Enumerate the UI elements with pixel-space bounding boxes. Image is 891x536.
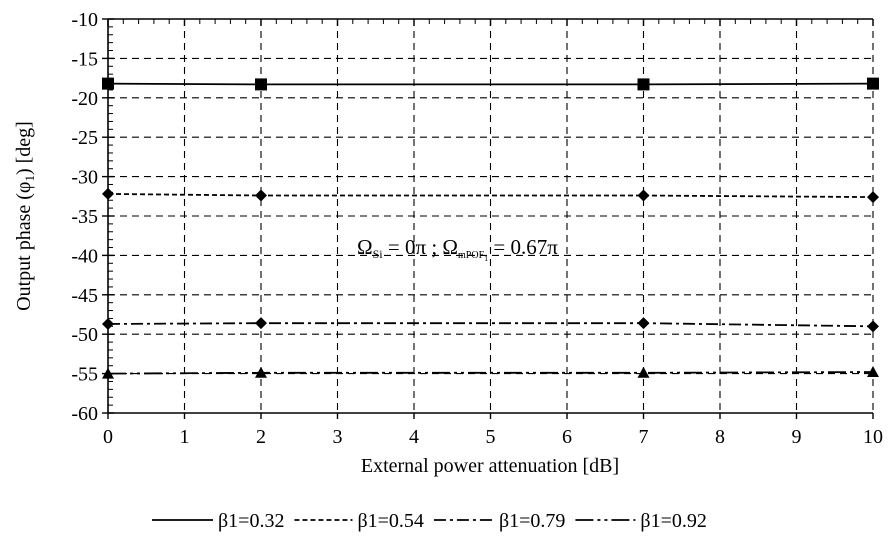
marker-diamond <box>867 320 879 333</box>
marker-triangle <box>255 366 267 378</box>
x-tick-label: 10 <box>863 426 883 448</box>
marker-diamond <box>867 191 879 204</box>
marker-triangle <box>867 366 879 378</box>
y-tick-label: -25 <box>71 127 98 149</box>
marker-triangle <box>637 366 650 378</box>
marker-square <box>255 78 267 91</box>
legend-entry-2: β1=0.54 <box>294 510 424 532</box>
y-tick-label: -50 <box>71 324 98 346</box>
data-series <box>102 77 879 379</box>
x-tick-label: 3 <box>333 426 343 448</box>
legend-label: β1=0.79 <box>499 510 565 532</box>
x-tick-label: 0 <box>103 426 113 448</box>
series-line <box>107 371 874 375</box>
series-1 <box>102 77 879 91</box>
legend-label: β1=0.54 <box>357 510 423 532</box>
series-3 <box>102 317 879 333</box>
y-tick-label: -15 <box>71 48 98 70</box>
x-tick-label: 7 <box>639 426 649 448</box>
marker-diamond <box>637 317 650 330</box>
y-tick-label: -55 <box>71 364 98 386</box>
y-tick-label: -40 <box>71 245 98 267</box>
marker-diamond <box>255 317 267 330</box>
marker-square <box>867 77 879 90</box>
y-tick-label: -20 <box>71 88 98 110</box>
legend-label: β1=0.32 <box>218 510 284 532</box>
series-2 <box>102 187 879 204</box>
legend-entry-3: β1=0.79 <box>433 510 565 532</box>
tick-labels: -60 -55 -50 -45 -40 -35 -30 -25 -20 -15 -10 0 1 2 3 4 5 6… <box>71 9 883 448</box>
y-tick-label: -10 <box>71 9 98 31</box>
series-line <box>107 193 874 198</box>
y-tick-label: -60 <box>71 403 98 425</box>
x-tick-label: 8 <box>715 426 725 448</box>
grid-lines <box>108 19 874 413</box>
legend: β1=0.32 β1=0.54 β1=0.79 β1=0.92 <box>152 510 707 532</box>
marker-diamond <box>255 189 267 202</box>
series-line <box>107 322 874 328</box>
x-tick-label: 2 <box>256 426 266 448</box>
chart-annotation: ΩSi = 0π ; ΩmPOF1 = 0.67π <box>357 235 558 263</box>
legend-label: β1=0.92 <box>640 510 706 532</box>
x-tick-label: 9 <box>792 426 802 448</box>
x-tick-label: 5 <box>486 426 496 448</box>
x-axis-label: External power attenuation [dB] <box>361 455 619 477</box>
marker-square <box>102 77 114 90</box>
y-tick-label: -35 <box>71 206 98 228</box>
legend-entry-4: β1=0.92 <box>575 510 707 532</box>
marker-diamond <box>637 189 650 202</box>
x-tick-label: 1 <box>180 426 190 448</box>
series-line <box>107 82 874 86</box>
axes <box>102 18 874 419</box>
x-tick-label: 4 <box>409 426 419 448</box>
marker-diamond <box>102 317 114 330</box>
marker-triangle <box>102 367 114 379</box>
marker-diamond <box>102 187 114 200</box>
y-axis-label: Output phase (φ1) [deg] <box>13 121 37 311</box>
y-tick-label: -45 <box>71 285 98 307</box>
y-tick-label: -30 <box>71 167 98 189</box>
x-tick-label: 6 <box>562 426 572 448</box>
series-4 <box>102 366 879 379</box>
legend-entry-1: β1=0.32 <box>152 510 284 532</box>
marker-square <box>637 78 650 91</box>
